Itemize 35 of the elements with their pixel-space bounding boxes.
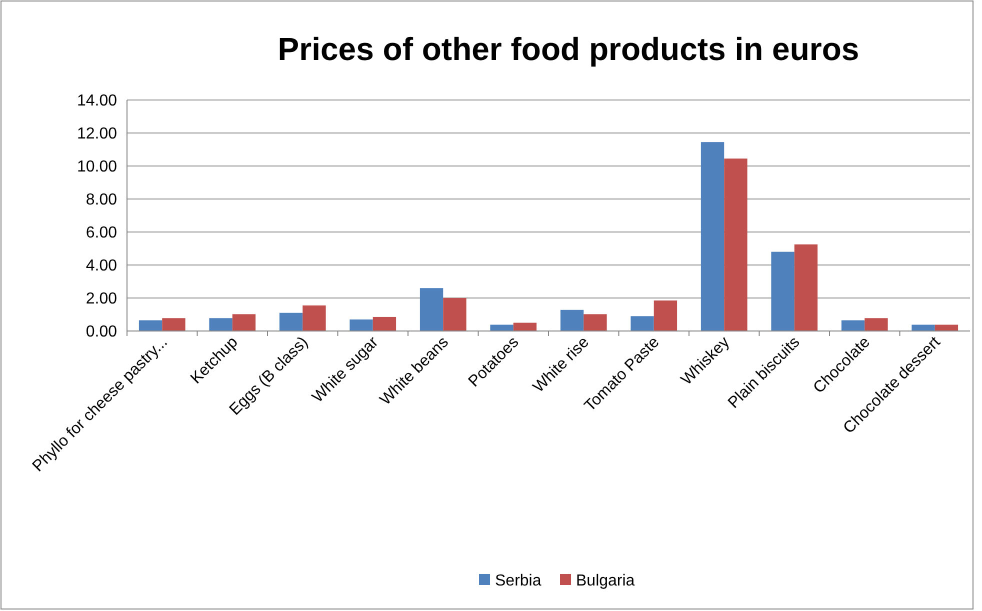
bar <box>912 324 935 331</box>
bar <box>864 318 888 331</box>
bar <box>279 312 303 331</box>
y-tick-label: 12.00 <box>76 126 118 143</box>
bar <box>584 314 607 331</box>
y-tick-label: 0.00 <box>86 324 118 341</box>
bar <box>841 320 865 331</box>
bar <box>350 319 373 331</box>
legend-label: Bulgaria <box>576 572 635 590</box>
bar <box>420 288 444 331</box>
legend-label: Serbia <box>495 572 542 590</box>
y-tick-label: 2.00 <box>86 290 118 308</box>
bar <box>630 316 654 331</box>
bar <box>560 310 584 331</box>
y-tick-label: 10.00 <box>76 158 118 176</box>
bar <box>700 142 724 331</box>
bar <box>138 320 162 331</box>
bar <box>654 300 678 331</box>
chart-title: Prices of other food products in euros <box>278 31 860 67</box>
bar <box>934 324 958 331</box>
y-tick-label: 8.00 <box>86 192 118 209</box>
bar <box>513 322 537 331</box>
bar <box>302 305 326 331</box>
bar <box>209 318 232 331</box>
y-tick-label: 4.00 <box>86 258 118 275</box>
bar <box>490 324 514 331</box>
bar <box>771 252 794 331</box>
y-tick-label: 6.00 <box>86 224 118 242</box>
bar <box>443 298 466 331</box>
bar <box>372 316 396 331</box>
bar <box>162 318 186 331</box>
bar <box>724 158 748 331</box>
y-tick-label: 14.00 <box>76 92 118 110</box>
bar <box>794 244 818 331</box>
bar <box>232 314 256 331</box>
